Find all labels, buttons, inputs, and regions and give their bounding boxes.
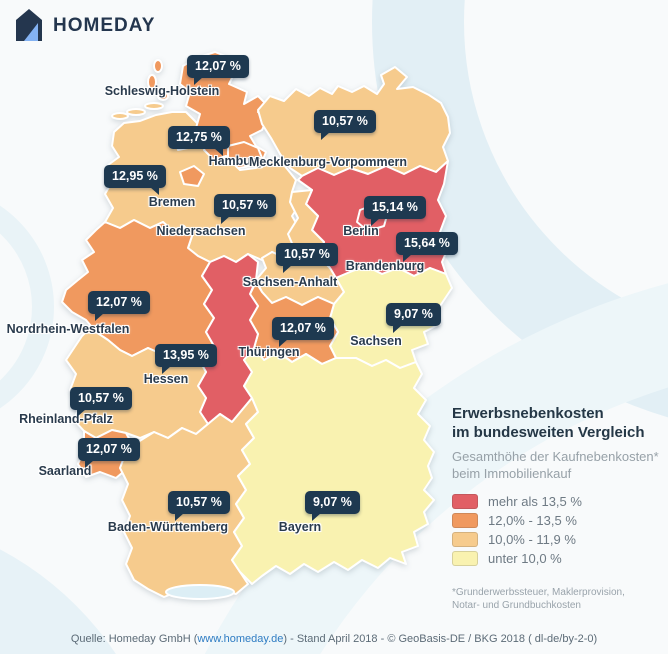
legend-row: unter 10,0 %: [452, 551, 662, 566]
state-shape-bremen: [179, 165, 205, 187]
label-thueringen: Thüringen: [238, 345, 300, 359]
label-hessen: Hessen: [143, 372, 189, 386]
footnote-line2: Notar- und Grundbuchkosten: [452, 600, 581, 611]
legend-label: 12,0% - 13,5 %: [488, 513, 577, 528]
badge-sachsen: 9,07 %: [386, 303, 441, 333]
source-prefix: Quelle: Homeday GmbH (: [70, 633, 198, 645]
badge-hamburg: 12,75 %: [168, 126, 230, 156]
badge-baden-wuerttemberg: 10,57 %: [168, 491, 230, 521]
label-nordrhein-westfalen: Nordrhein-Westfalen: [6, 322, 130, 336]
badge-niedersachsen: 10,57 %: [214, 194, 276, 224]
badge-berlin: 15,14 %: [364, 196, 426, 226]
legend-row: 10,0% - 11,9 %: [452, 532, 662, 547]
legend: mehr als 13,5 % 12,0% - 13,5 % 10,0% - 1…: [452, 494, 662, 566]
badge-brandenburg: 15,64 %: [396, 232, 458, 262]
lake-bodensee: [165, 584, 235, 600]
island: [126, 108, 146, 116]
badge-bayern: 9,07 %: [305, 491, 360, 521]
badge-bremen: 12,95 %: [104, 165, 166, 195]
island: [144, 102, 164, 110]
island: [153, 59, 163, 73]
badge-rheinland-pfalz: 10,57 %: [70, 387, 132, 417]
label-brandenburg: Brandenburg: [345, 259, 425, 273]
legend-label: 10,0% - 11,9 %: [488, 532, 576, 547]
island: [147, 74, 157, 90]
label-niedersachsen: Niedersachsen: [156, 224, 246, 238]
panel-subtitle-line1: Gesamthöhe der Kaufnebenkosten*: [452, 449, 659, 464]
badge-saarland: 12,07 %: [78, 438, 140, 468]
badge-sachsen-anhalt: 10,57 %: [276, 243, 338, 273]
legend-row: 12,0% - 13,5 %: [452, 513, 662, 528]
badge-mecklenburg-vorpommern: 10,57 %: [314, 110, 376, 140]
label-baden-wuerttemberg: Baden-Württemberg: [107, 520, 229, 534]
label-hamburg: Hamburg: [208, 154, 264, 168]
source-line: Quelle: Homeday GmbH (www.homeday.de) - …: [0, 633, 668, 645]
label-bayern: Bayern: [278, 520, 322, 534]
legend-row: mehr als 13,5 %: [452, 494, 662, 509]
island: [111, 112, 129, 120]
house-icon: [16, 9, 42, 41]
label-rheinland-pfalz: Rheinland-Pfalz: [19, 412, 113, 426]
brand-name: HOMEDAY: [53, 14, 156, 36]
homeday-link[interactable]: www.homeday.de: [197, 633, 284, 645]
island: [157, 91, 169, 101]
panel-subtitle-line2: beim Immobilienkauf: [452, 466, 572, 481]
state-shape-hamburg: [227, 141, 263, 169]
badge-nordrhein-westfalen: 12,07 %: [88, 291, 150, 321]
label-saarland: Saarland: [38, 464, 92, 478]
panel-title-line1: Erwerbsnebenkosten: [452, 405, 604, 422]
badge-thueringen: 12,07 %: [272, 317, 334, 347]
label-sachsen-anhalt: Sachsen-Anhalt: [242, 275, 338, 289]
state-shape-bayern: [231, 347, 435, 585]
label-schleswig-holstein: Schleswig-Holstein: [104, 84, 220, 98]
badge-hessen: 13,95 %: [155, 344, 217, 374]
legend-swatch-pale-yellow: [452, 551, 478, 566]
badge-schleswig-holstein: 12,07 %: [187, 55, 249, 85]
label-berlin: Berlin: [343, 224, 379, 238]
footnote: *Grunderwerbssteuer, Maklerprovision, No…: [452, 586, 625, 612]
label-mecklenburg-vorpommern: Mecklenburg-Vorpommern: [248, 155, 408, 169]
legend-label: unter 10,0 %: [488, 551, 562, 566]
legend-swatch-red: [452, 494, 478, 509]
legend-label: mehr als 13,5 %: [488, 494, 582, 509]
info-panel: Erwerbsnebenkosten im bundesweiten Vergl…: [452, 404, 662, 570]
panel-title-line2: im bundesweiten Vergleich: [452, 424, 645, 441]
source-suffix: ) - Stand April 2018 - © GeoBasis-DE / B…: [283, 633, 598, 645]
legend-swatch-light-orange: [452, 532, 478, 547]
homeday-logo: HOMEDAY: [14, 8, 155, 43]
legend-swatch-orange: [452, 513, 478, 528]
label-bremen: Bremen: [148, 195, 196, 209]
label-sachsen: Sachsen: [350, 334, 402, 348]
footnote-line1: *Grunderwerbssteuer, Maklerprovision,: [452, 587, 625, 598]
